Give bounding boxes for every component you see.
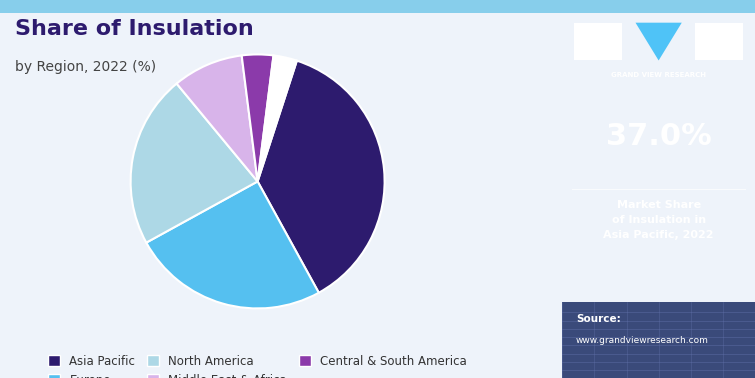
Text: Market Share
of Insulation in
Asia Pacific, 2022: Market Share of Insulation in Asia Pacif… [603,200,714,240]
Wedge shape [131,84,257,243]
Wedge shape [146,181,319,308]
Wedge shape [257,60,384,293]
Text: www.grandviewresearch.com: www.grandviewresearch.com [576,336,709,345]
Bar [562,302,755,378]
Text: Source:: Source: [576,314,621,324]
Text: Share of Insulation: Share of Insulation [15,19,254,39]
Bar [574,23,622,60]
Bar [695,23,744,60]
Text: GRAND VIEW RESEARCH: GRAND VIEW RESEARCH [611,72,706,78]
Polygon shape [636,23,682,60]
Legend: Asia Pacific, Europe, North America, Middle East & Africa, Central & South Ameri: Asia Pacific, Europe, North America, Mid… [44,350,472,378]
Wedge shape [257,56,297,181]
Wedge shape [242,54,273,181]
Text: 37.0%: 37.0% [606,122,711,150]
Wedge shape [177,56,257,181]
Text: by Region, 2022 (%): by Region, 2022 (%) [15,60,156,74]
